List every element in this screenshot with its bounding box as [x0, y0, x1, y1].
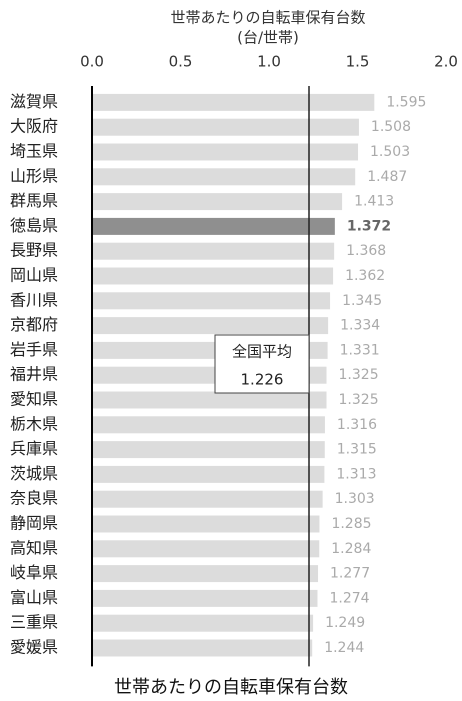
- y-tick-label: 岐阜県: [10, 563, 58, 582]
- value-label: 1.503: [370, 144, 410, 160]
- bar: [92, 441, 325, 459]
- value-label: 1.372: [347, 218, 391, 234]
- y-tick-label: 大阪府: [10, 117, 58, 136]
- y-tick-label: 山形県: [10, 166, 58, 185]
- chart-title: 世帯あたりの自転車保有台数: [170, 9, 365, 27]
- y-tick-label: 京都府: [10, 315, 58, 334]
- value-label: 1.284: [331, 541, 371, 557]
- value-label: 1.244: [324, 640, 364, 656]
- bar: [92, 93, 375, 111]
- value-label: 1.595: [386, 94, 426, 110]
- bar: [92, 589, 318, 607]
- bar: [92, 391, 327, 409]
- y-tick-label: 長野県: [10, 241, 58, 260]
- y-tick-label: 高知県: [10, 538, 58, 557]
- value-label: 1.334: [340, 318, 380, 334]
- x-tick-label: 0.5: [169, 53, 193, 71]
- value-label: 1.277: [330, 566, 370, 582]
- bar: [92, 515, 320, 533]
- y-tick-label: 岩手県: [10, 340, 58, 359]
- bar: [92, 292, 331, 310]
- y-tick-label: 滋賀県: [10, 92, 58, 111]
- y-tick-label: 栃木県: [10, 414, 58, 433]
- y-tick-label: 福井県: [10, 365, 58, 384]
- bar: [92, 242, 335, 260]
- annotation-value: 1.226: [241, 371, 284, 389]
- annotation-box: [214, 334, 310, 394]
- x-tick-label: 2.0: [434, 53, 458, 71]
- bar: [92, 168, 356, 186]
- caption: 世帯あたりの自転車保有台数: [114, 677, 348, 698]
- bar: [92, 540, 320, 558]
- value-label: 1.316: [337, 417, 377, 433]
- y-tick-label: 兵庫県: [10, 439, 58, 458]
- value-label: 1.325: [339, 392, 379, 408]
- bar: [92, 565, 319, 583]
- y-tick-label: 愛知県: [10, 390, 58, 409]
- bar: [92, 217, 335, 235]
- y-tick-label: 奈良県: [10, 489, 58, 508]
- y-tick-label: 愛媛県: [10, 638, 58, 657]
- value-label: 1.303: [335, 491, 375, 507]
- x-tick-label: 0.0: [80, 53, 104, 71]
- y-tick-label: 三重県: [10, 613, 58, 632]
- value-label: 1.249: [325, 615, 365, 631]
- value-label: 1.313: [336, 466, 376, 482]
- annotation-label: 全国平均: [232, 343, 292, 361]
- value-label: 1.345: [342, 293, 382, 309]
- value-label: 1.274: [329, 590, 369, 606]
- y-tick-label: 茨城県: [10, 464, 58, 483]
- x-tick-label: 1.0: [257, 53, 281, 71]
- value-label: 1.325: [339, 367, 379, 383]
- bar: [92, 317, 329, 335]
- bar: [92, 465, 325, 483]
- bar: [92, 614, 314, 632]
- bar: [92, 193, 343, 211]
- y-tick-label: 埼玉県: [10, 142, 58, 161]
- value-label: 1.315: [337, 442, 377, 458]
- value-label: 1.331: [340, 342, 380, 358]
- value-label: 1.285: [331, 516, 371, 532]
- bar: [92, 416, 325, 434]
- bar: [92, 639, 313, 657]
- bar: [92, 490, 323, 508]
- bar: [92, 143, 359, 161]
- y-tick-label: 徳島県: [10, 216, 58, 235]
- y-tick-label: 静岡県: [10, 514, 58, 533]
- y-tick-label: 香川県: [10, 290, 58, 309]
- y-tick-label: 岡山県: [10, 266, 58, 285]
- y-tick-label: 富山県: [10, 588, 58, 607]
- value-label: 1.508: [371, 119, 411, 135]
- x-tick-label: 1.5: [346, 53, 370, 71]
- x-axis-label: (台/世帯): [237, 29, 299, 47]
- value-label: 1.487: [367, 169, 407, 185]
- y-tick-label: 群馬県: [10, 191, 58, 210]
- bar: [92, 118, 359, 136]
- value-label: 1.362: [345, 268, 385, 284]
- value-label: 1.368: [346, 243, 386, 259]
- bar: [92, 267, 334, 285]
- value-label: 1.413: [354, 194, 394, 210]
